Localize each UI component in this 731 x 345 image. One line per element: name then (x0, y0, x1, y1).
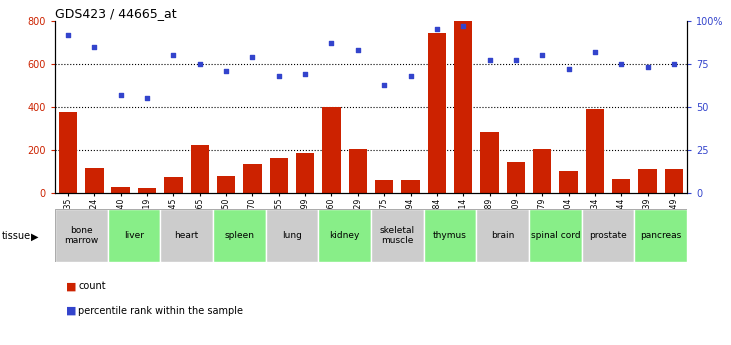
Point (325, 40, 337, 46)
Bar (401, 180, 420, 193)
Text: percentile rank within the sample: percentile rank within the sample (78, 306, 243, 315)
Bar (111, 187, 130, 193)
Bar (507, 162, 525, 193)
Bar (582, 209, 635, 262)
Bar (371, 209, 424, 262)
Text: ■: ■ (66, 306, 76, 315)
Text: GDS423 / 44665_at: GDS423 / 44665_at (55, 7, 176, 20)
Bar (533, 149, 551, 193)
Bar (318, 209, 371, 262)
Point (299, 71, 311, 77)
Bar (107, 209, 160, 262)
Bar (85, 168, 104, 193)
Bar (217, 176, 235, 193)
Text: kidney: kidney (330, 231, 360, 240)
Bar (424, 209, 477, 262)
Bar (349, 149, 367, 193)
Bar (160, 209, 213, 262)
Bar (559, 170, 577, 193)
Text: skeletal
muscle: skeletal muscle (380, 226, 415, 245)
Bar (664, 169, 683, 193)
Point (484, 58, 496, 63)
Bar (270, 158, 288, 193)
Text: spleen: spleen (224, 231, 254, 240)
Text: count: count (78, 282, 106, 291)
Bar (375, 180, 393, 193)
Bar (213, 209, 265, 262)
Bar (164, 177, 183, 193)
Text: heart: heart (175, 231, 199, 240)
Bar (138, 188, 156, 193)
Bar (243, 164, 262, 193)
Bar (55, 209, 107, 262)
Point (563, 66, 575, 72)
Text: tissue: tissue (2, 231, 31, 241)
Text: brain: brain (491, 231, 515, 240)
Point (246, 54, 258, 60)
Text: liver: liver (124, 231, 144, 240)
Point (589, 49, 601, 55)
Bar (477, 209, 529, 262)
Bar (638, 169, 657, 193)
Text: ■: ■ (66, 282, 76, 291)
Point (642, 65, 654, 70)
Point (115, 92, 126, 98)
Bar (428, 32, 446, 193)
Point (194, 61, 205, 67)
Point (379, 82, 390, 87)
Text: prostate: prostate (589, 231, 627, 240)
Bar (529, 209, 582, 262)
Bar (454, 21, 472, 193)
Bar (58, 112, 77, 193)
Bar (480, 132, 499, 193)
Bar (635, 209, 687, 262)
Bar (191, 145, 209, 193)
Text: ▶: ▶ (31, 231, 38, 241)
Point (431, 27, 443, 32)
Bar (586, 109, 604, 193)
Point (273, 73, 284, 79)
Point (220, 68, 232, 73)
Text: spinal cord: spinal cord (531, 231, 580, 240)
Point (405, 73, 417, 79)
Point (62, 32, 74, 37)
Point (167, 52, 179, 58)
Bar (296, 153, 314, 193)
Point (141, 96, 153, 101)
Point (616, 61, 627, 67)
Text: bone
marrow: bone marrow (64, 226, 98, 245)
Bar (322, 107, 341, 193)
Bar (265, 209, 318, 262)
Text: pancreas: pancreas (640, 231, 681, 240)
Point (88, 44, 100, 49)
Bar (612, 179, 631, 193)
Text: thymus: thymus (433, 231, 467, 240)
Point (537, 52, 548, 58)
Point (352, 47, 363, 53)
Point (458, 23, 469, 29)
Text: lung: lung (282, 231, 302, 240)
Point (668, 61, 680, 67)
Point (510, 58, 522, 63)
